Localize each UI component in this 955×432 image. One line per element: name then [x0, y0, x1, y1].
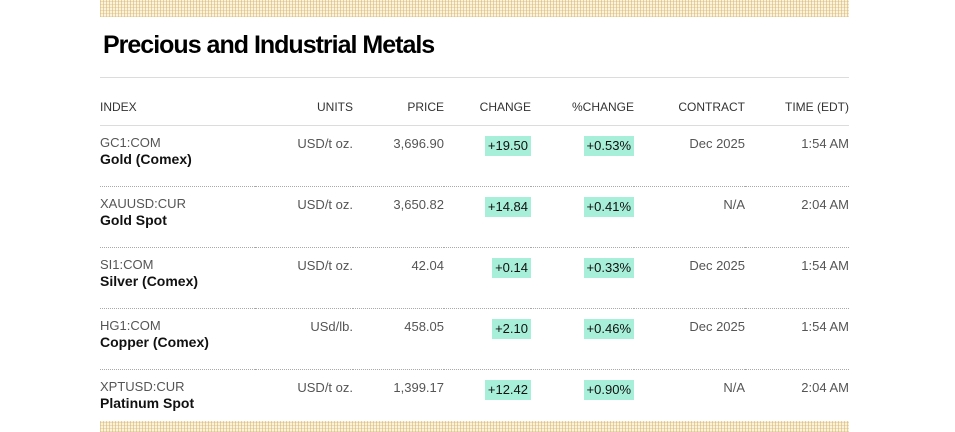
price-cell: 42.04 — [353, 247, 444, 309]
time-cell: 1:54 AM — [745, 125, 849, 187]
index-symbol[interactable]: XPTUSD:CUR — [100, 379, 185, 394]
column-header-index[interactable]: INDEX — [100, 89, 255, 126]
index-symbol[interactable]: HG1:COM — [100, 318, 161, 333]
contract-cell: N/A — [634, 186, 745, 248]
table-row: SI1:COM Silver (Comex) USD/t oz. 42.04 +… — [100, 247, 849, 309]
units-cell: USD/t oz. — [255, 369, 353, 431]
time-cell: 2:04 AM — [745, 369, 849, 431]
index-name[interactable]: Gold Spot — [100, 212, 167, 228]
time-cell: 2:04 AM — [745, 186, 849, 248]
units-cell: USD/t oz. — [255, 186, 353, 248]
column-header-time[interactable]: TIME (EDT) — [745, 89, 849, 126]
change-cell: +14.84 — [444, 186, 531, 248]
price-cell: 458.05 — [353, 308, 444, 370]
units-cell: USD/t oz. — [255, 247, 353, 309]
change-badge: +14.84 — [484, 197, 531, 217]
column-header-change[interactable]: CHANGE — [444, 89, 531, 126]
units-cell: USD/t oz. — [255, 125, 353, 187]
contract-cell: Dec 2025 — [634, 247, 745, 309]
pct-change-cell: +0.53% — [531, 125, 634, 187]
index-cell[interactable]: SI1:COM Silver (Comex) — [100, 247, 255, 309]
pct-change-badge: +0.90% — [583, 380, 634, 400]
price-cell: 1,399.17 — [353, 369, 444, 431]
change-cell: +12.42 — [444, 369, 531, 431]
time-cell: 1:54 AM — [745, 247, 849, 309]
price-cell: 3,650.82 — [353, 186, 444, 248]
section-title: Precious and Industrial Metals — [103, 31, 435, 59]
pct-change-badge: +0.53% — [583, 136, 634, 156]
change-cell: +2.10 — [444, 308, 531, 370]
index-name[interactable]: Copper (Comex) — [100, 334, 209, 350]
index-symbol[interactable]: SI1:COM — [100, 257, 154, 272]
pct-change-cell: +0.41% — [531, 186, 634, 248]
metals-table: INDEX UNITS PRICE CHANGE %CHANGE CONTRAC… — [100, 89, 849, 431]
change-badge: +2.10 — [492, 319, 531, 339]
index-cell[interactable]: XAUUSD:CUR Gold Spot — [100, 186, 255, 248]
column-header-price[interactable]: PRICE — [353, 89, 444, 126]
decorative-hatch-top — [100, 0, 849, 17]
pct-change-badge: +0.33% — [583, 258, 634, 278]
change-cell: +19.50 — [444, 125, 531, 187]
title-divider — [100, 77, 849, 78]
pct-change-cell: +0.90% — [531, 369, 634, 431]
index-cell[interactable]: XPTUSD:CUR Platinum Spot — [100, 369, 255, 431]
pct-change-cell: +0.33% — [531, 247, 634, 309]
index-cell[interactable]: GC1:COM Gold (Comex) — [100, 125, 255, 187]
change-badge: +19.50 — [484, 136, 531, 156]
pct-change-badge: +0.46% — [583, 319, 634, 339]
table-row: XAUUSD:CUR Gold Spot USD/t oz. 3,650.82 … — [100, 186, 849, 248]
change-badge: +0.14 — [492, 258, 531, 278]
pct-change-badge: +0.41% — [583, 197, 634, 217]
index-name[interactable]: Silver (Comex) — [100, 273, 199, 289]
price-cell: 3,696.90 — [353, 125, 444, 187]
column-header-contract[interactable]: CONTRACT — [634, 89, 745, 126]
change-cell: +0.14 — [444, 247, 531, 309]
index-cell[interactable]: HG1:COM Copper (Comex) — [100, 308, 255, 370]
index-symbol[interactable]: XAUUSD:CUR — [100, 196, 186, 211]
table-row: GC1:COM Gold (Comex) USD/t oz. 3,696.90 … — [100, 125, 849, 187]
table-row: HG1:COM Copper (Comex) USd/lb. 458.05 +2… — [100, 308, 849, 370]
units-cell: USd/lb. — [255, 308, 353, 370]
decorative-hatch-bottom — [100, 421, 849, 432]
table-row: XPTUSD:CUR Platinum Spot USD/t oz. 1,399… — [100, 369, 849, 431]
index-name[interactable]: Platinum Spot — [100, 395, 195, 411]
table-header-row: INDEX UNITS PRICE CHANGE %CHANGE CONTRAC… — [100, 89, 849, 126]
column-header-units[interactable]: UNITS — [255, 89, 353, 126]
time-cell: 1:54 AM — [745, 308, 849, 370]
index-name[interactable]: Gold (Comex) — [100, 151, 192, 167]
contract-cell: Dec 2025 — [634, 308, 745, 370]
change-badge: +12.42 — [484, 380, 531, 400]
column-header-pct-change[interactable]: %CHANGE — [531, 89, 634, 126]
pct-change-cell: +0.46% — [531, 308, 634, 370]
index-symbol[interactable]: GC1:COM — [100, 135, 161, 150]
contract-cell: Dec 2025 — [634, 125, 745, 187]
